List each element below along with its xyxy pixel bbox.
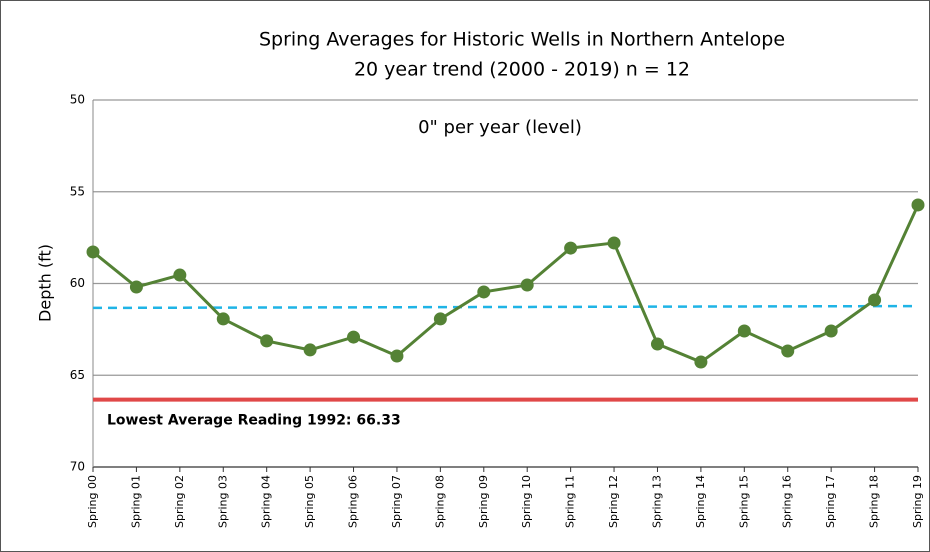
y-tick-label: 55 — [70, 184, 85, 198]
x-tick-label: Spring 06 — [347, 475, 360, 528]
x-tick-label: Spring 09 — [477, 475, 490, 528]
x-tick-label: Spring 12 — [607, 475, 620, 528]
data-line — [92, 204, 920, 364]
y-tick-label: 70 — [70, 460, 85, 474]
x-tick-label: Spring 08 — [433, 475, 446, 528]
data-point — [173, 268, 187, 282]
x-tick-label: Spring 15 — [737, 475, 750, 528]
data-point — [477, 285, 491, 299]
trend-line — [92, 304, 919, 310]
x-tick-label: Spring 02 — [173, 475, 186, 528]
x-tick-label: Spring 18 — [868, 475, 881, 528]
data-point — [260, 334, 274, 348]
data-point — [694, 355, 708, 369]
x-tick-label: Spring 01 — [129, 475, 142, 528]
x-tick-label: Spring 16 — [781, 475, 794, 528]
data-point — [737, 324, 751, 338]
data-point — [520, 278, 534, 292]
trend-label: 0" per year (level) — [418, 117, 582, 138]
x-tick-label: Spring 17 — [824, 475, 837, 528]
chart-subtitle: 20 year trend (2000 - 2019) n = 12 — [354, 59, 690, 81]
x-tick-label: Spring 13 — [650, 475, 663, 528]
data-point — [650, 337, 664, 351]
x-tick-label: Spring 14 — [694, 475, 707, 528]
data-point — [911, 198, 925, 212]
x-tick-label: Spring 03 — [216, 475, 229, 528]
x-tick-label: Spring 11 — [564, 475, 577, 528]
data-point — [607, 236, 621, 250]
x-tick-label: Spring 04 — [260, 475, 273, 528]
data-point — [433, 312, 447, 326]
x-tick-label: Spring 10 — [520, 475, 533, 528]
data-point — [868, 293, 882, 307]
data-point — [781, 344, 795, 358]
data-point — [564, 241, 578, 255]
data-point — [347, 330, 361, 344]
x-tick-label: Spring 19 — [911, 475, 924, 528]
data-point — [86, 245, 100, 259]
x-tick-label: Spring 00 — [86, 475, 99, 528]
y-tick-label: 60 — [70, 276, 85, 290]
y-axis-label: Depth (ft) — [36, 244, 55, 322]
data-point — [824, 324, 838, 338]
data-point — [390, 349, 404, 363]
reference-label: Lowest Average Reading 1992: 66.33 — [107, 413, 401, 429]
x-tick-label: Spring 05 — [303, 475, 316, 528]
y-tick-label: 50 — [70, 93, 85, 107]
data-point — [303, 343, 317, 357]
x-tick-label: Spring 07 — [390, 475, 403, 528]
data-point — [216, 312, 230, 326]
data-point — [129, 280, 143, 294]
y-tick-label: 65 — [70, 368, 85, 382]
chart-title: Spring Averages for Historic Wells in No… — [259, 29, 785, 51]
